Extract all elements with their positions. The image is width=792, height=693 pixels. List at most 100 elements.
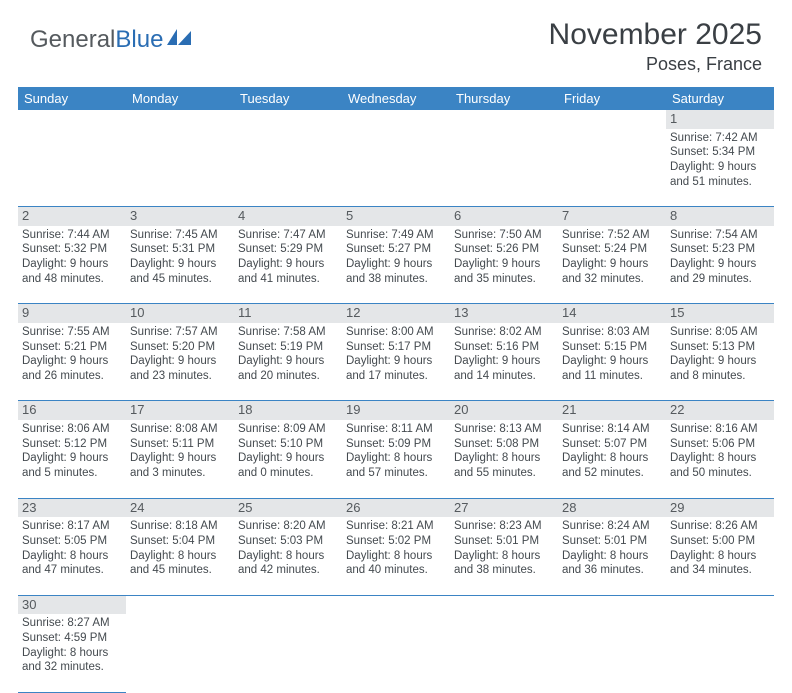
day-number-cell: 17 (126, 401, 234, 420)
daylight-text-1: Daylight: 8 hours (238, 549, 338, 564)
sunrise-text: Sunrise: 8:06 AM (22, 422, 122, 437)
day-number-cell: 27 (450, 498, 558, 517)
day-cell: Sunrise: 8:24 AMSunset: 5:01 PMDaylight:… (558, 517, 666, 595)
day-number-cell (558, 595, 666, 614)
day-cell: Sunrise: 7:49 AMSunset: 5:27 PMDaylight:… (342, 226, 450, 304)
day-number-cell: 13 (450, 304, 558, 323)
daylight-text-1: Daylight: 9 hours (22, 257, 122, 272)
daylight-text-1: Daylight: 9 hours (346, 257, 446, 272)
sunrise-text: Sunrise: 8:27 AM (22, 616, 122, 631)
day-cell (234, 614, 342, 692)
daylight-text-1: Daylight: 8 hours (346, 549, 446, 564)
header: GeneralBlue November 2025 Poses, France (0, 0, 792, 83)
daylight-text-1: Daylight: 9 hours (562, 257, 662, 272)
day-cell: Sunrise: 8:00 AMSunset: 5:17 PMDaylight:… (342, 323, 450, 401)
day-cell: Sunrise: 8:21 AMSunset: 5:02 PMDaylight:… (342, 517, 450, 595)
daylight-text-2: and 8 minutes. (670, 369, 770, 384)
day-number-cell (234, 595, 342, 614)
daylight-text-2: and 14 minutes. (454, 369, 554, 384)
day-number-cell: 24 (126, 498, 234, 517)
sunset-text: Sunset: 5:11 PM (130, 437, 230, 452)
daylight-text-1: Daylight: 8 hours (22, 549, 122, 564)
day-number-cell (342, 110, 450, 129)
daylight-text-1: Daylight: 9 hours (22, 451, 122, 466)
day-cell: Sunrise: 7:52 AMSunset: 5:24 PMDaylight:… (558, 226, 666, 304)
day-cell (450, 614, 558, 692)
day-number-cell: 5 (342, 207, 450, 226)
daylight-text-1: Daylight: 9 hours (238, 257, 338, 272)
sunset-text: Sunset: 5:26 PM (454, 242, 554, 257)
weekday-header: Monday (126, 87, 234, 110)
daylight-text-2: and 40 minutes. (346, 563, 446, 578)
daylight-text-1: Daylight: 8 hours (454, 451, 554, 466)
daylight-text-1: Daylight: 9 hours (670, 354, 770, 369)
sunset-text: Sunset: 5:00 PM (670, 534, 770, 549)
day-cell: Sunrise: 7:55 AMSunset: 5:21 PMDaylight:… (18, 323, 126, 401)
daylight-text-1: Daylight: 9 hours (562, 354, 662, 369)
day-cell (558, 614, 666, 692)
sunset-text: Sunset: 4:59 PM (22, 631, 122, 646)
daylight-text-1: Daylight: 8 hours (670, 451, 770, 466)
day-number-cell: 8 (666, 207, 774, 226)
daylight-text-1: Daylight: 8 hours (130, 549, 230, 564)
sunset-text: Sunset: 5:17 PM (346, 340, 446, 355)
daylight-text-2: and 20 minutes. (238, 369, 338, 384)
daylight-text-2: and 0 minutes. (238, 466, 338, 481)
flag-icon (167, 26, 193, 54)
daylight-text-2: and 5 minutes. (22, 466, 122, 481)
sunset-text: Sunset: 5:01 PM (454, 534, 554, 549)
day-number-cell: 10 (126, 304, 234, 323)
day-number-cell: 12 (342, 304, 450, 323)
daylight-text-1: Daylight: 8 hours (562, 451, 662, 466)
logo-text-general: General (30, 26, 115, 54)
day-number-cell (234, 110, 342, 129)
day-cell: Sunrise: 7:54 AMSunset: 5:23 PMDaylight:… (666, 226, 774, 304)
daylight-text-2: and 47 minutes. (22, 563, 122, 578)
sunset-text: Sunset: 5:12 PM (22, 437, 122, 452)
sunrise-text: Sunrise: 8:26 AM (670, 519, 770, 534)
sunset-text: Sunset: 5:24 PM (562, 242, 662, 257)
daylight-text-2: and 41 minutes. (238, 272, 338, 287)
day-cell: Sunrise: 8:06 AMSunset: 5:12 PMDaylight:… (18, 420, 126, 498)
daylight-text-1: Daylight: 8 hours (22, 646, 122, 661)
sunrise-text: Sunrise: 8:20 AM (238, 519, 338, 534)
weekday-header: Sunday (18, 87, 126, 110)
daylight-text-2: and 26 minutes. (22, 369, 122, 384)
day-cell (342, 129, 450, 207)
weekday-header: Wednesday (342, 87, 450, 110)
day-number-cell: 19 (342, 401, 450, 420)
daylight-text-2: and 45 minutes. (130, 272, 230, 287)
day-cell: Sunrise: 8:17 AMSunset: 5:05 PMDaylight:… (18, 517, 126, 595)
day-number-cell: 25 (234, 498, 342, 517)
daylight-text-2: and 57 minutes. (346, 466, 446, 481)
daylight-text-1: Daylight: 8 hours (454, 549, 554, 564)
page-title: November 2025 (549, 18, 762, 52)
day-number-cell: 6 (450, 207, 558, 226)
sunrise-text: Sunrise: 7:44 AM (22, 228, 122, 243)
sunset-text: Sunset: 5:04 PM (130, 534, 230, 549)
sunrise-text: Sunrise: 7:45 AM (130, 228, 230, 243)
day-number-cell: 28 (558, 498, 666, 517)
sunset-text: Sunset: 5:31 PM (130, 242, 230, 257)
day-number-cell: 11 (234, 304, 342, 323)
day-cell (126, 614, 234, 692)
daylight-text-1: Daylight: 9 hours (130, 354, 230, 369)
daylight-text-2: and 45 minutes. (130, 563, 230, 578)
sunrise-text: Sunrise: 7:50 AM (454, 228, 554, 243)
day-number-cell (126, 595, 234, 614)
sunset-text: Sunset: 5:34 PM (670, 145, 770, 160)
daylight-text-1: Daylight: 9 hours (130, 257, 230, 272)
day-number-cell: 3 (126, 207, 234, 226)
daylight-text-2: and 32 minutes. (562, 272, 662, 287)
day-cell: Sunrise: 8:02 AMSunset: 5:16 PMDaylight:… (450, 323, 558, 401)
weekday-header: Saturday (666, 87, 774, 110)
sunset-text: Sunset: 5:27 PM (346, 242, 446, 257)
calendar-header: SundayMondayTuesdayWednesdayThursdayFrid… (18, 87, 774, 110)
sunrise-text: Sunrise: 8:21 AM (346, 519, 446, 534)
calendar-body: 1Sunrise: 7:42 AMSunset: 5:34 PMDaylight… (18, 110, 774, 692)
sunrise-text: Sunrise: 8:00 AM (346, 325, 446, 340)
daylight-text-1: Daylight: 9 hours (238, 354, 338, 369)
weekday-header: Tuesday (234, 87, 342, 110)
day-number-cell (18, 110, 126, 129)
sunset-text: Sunset: 5:13 PM (670, 340, 770, 355)
